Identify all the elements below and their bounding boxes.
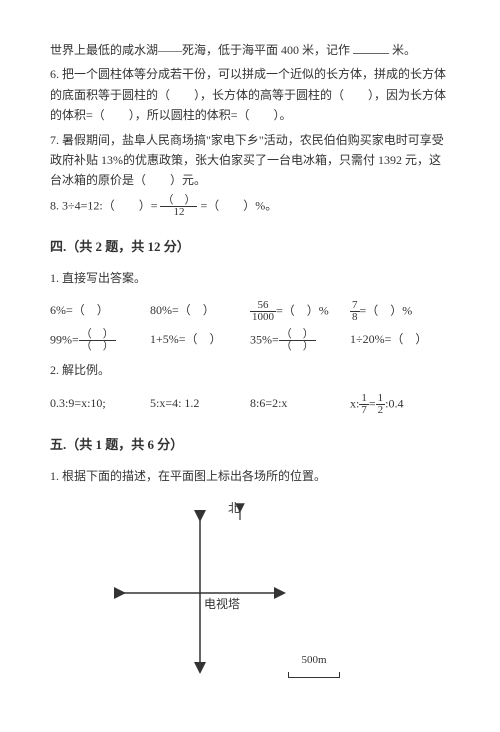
text: = bbox=[369, 396, 376, 410]
numerator: （ ） bbox=[160, 195, 197, 207]
question-8: 8. 3÷4=12:（ ）= （ ） 12 =（ ）%。 bbox=[50, 195, 450, 218]
cell: 35%= （ ） （ ） bbox=[250, 329, 350, 352]
denominator: 2 bbox=[376, 405, 386, 416]
numerator: 1 bbox=[359, 393, 369, 405]
text: :0.4 bbox=[385, 396, 403, 410]
fraction: （ ） （ ） bbox=[279, 329, 316, 352]
cell: 5:x=4: 1.2 bbox=[150, 393, 250, 416]
cell: 1÷20%=（ ） bbox=[350, 329, 450, 352]
numerator: 1 bbox=[376, 393, 386, 405]
denominator: 7 bbox=[359, 405, 369, 416]
intro-deadsea: 世界上最低的咸水湖——死海，低于海平面 400 米，记作 米。 bbox=[50, 40, 450, 60]
text: =（ ）% bbox=[276, 303, 329, 317]
sec4-q1: 1. 直接写出答案。 bbox=[50, 268, 450, 288]
cell: 8:6=2:x bbox=[250, 393, 350, 416]
text: 35%= bbox=[250, 332, 279, 346]
text: =（ ）%。 bbox=[200, 198, 277, 212]
scale-label: 500m bbox=[288, 651, 340, 670]
fraction: 1 7 bbox=[359, 393, 369, 416]
cell: 6%=（ ） bbox=[50, 300, 150, 323]
question-6: 6. 把一个圆柱体等分成若干份，可以拼成一个近似的长方体，拼成的长方体的底面积等… bbox=[50, 64, 450, 125]
calc-row-1: 6%=（ ） 80%=（ ） 56 1000 =（ ）% 7 8 =（ ）% bbox=[50, 300, 450, 323]
text: 99%= bbox=[50, 332, 79, 346]
map-diagram: 北 电视塔 500m bbox=[110, 498, 370, 698]
cell: 1+5%=（ ） bbox=[150, 329, 250, 352]
cell: 0.3:9=x:10; bbox=[50, 393, 150, 416]
fraction: 1 2 bbox=[376, 393, 386, 416]
scale-line bbox=[288, 672, 340, 678]
tower-label: 电视塔 bbox=[204, 594, 240, 614]
cell: 99%= （ ） （ ） bbox=[50, 329, 150, 352]
text: =（ ）% bbox=[360, 303, 413, 317]
text: 8. 3÷4=12:（ ）= bbox=[50, 198, 157, 212]
text: 世界上最低的咸水湖——死海，低于海平面 400 米，记作 bbox=[50, 43, 350, 57]
denominator: （ ） bbox=[279, 341, 316, 352]
denominator: 8 bbox=[350, 312, 360, 323]
cell: 80%=（ ） bbox=[150, 300, 250, 323]
denominator: 1000 bbox=[250, 312, 276, 323]
cell: 56 1000 =（ ）% bbox=[250, 300, 350, 323]
proportion-row: 0.3:9=x:10; 5:x=4: 1.2 8:6=2:x x: 1 7 = … bbox=[50, 393, 450, 416]
section-5-title: 五.（共 1 题，共 6 分） bbox=[50, 434, 450, 456]
cell: x: 1 7 = 1 2 :0.4 bbox=[350, 393, 450, 416]
fraction: （ ） （ ） bbox=[79, 329, 116, 352]
fraction: 7 8 bbox=[350, 300, 360, 323]
question-7: 7. 暑假期间，盐阜人民商场搞"家电下乡"活动，农民伯伯购买家电时可享受政府补贴… bbox=[50, 130, 450, 191]
sec5-q1: 1. 根据下面的描述，在平面图上标出各场所的位置。 bbox=[50, 466, 450, 486]
denominator: （ ） bbox=[79, 341, 116, 352]
text: x: bbox=[350, 396, 359, 410]
north-label: 北 bbox=[228, 498, 240, 518]
scale-bar: 500m bbox=[288, 651, 340, 678]
cell: 7 8 =（ ）% bbox=[350, 300, 450, 323]
sec4-q2: 2. 解比例。 bbox=[50, 360, 450, 380]
text: 米。 bbox=[392, 43, 416, 57]
section-4-title: 四.（共 2 题，共 12 分） bbox=[50, 236, 450, 258]
blank bbox=[353, 41, 389, 54]
denominator: 12 bbox=[160, 207, 197, 218]
fraction: 56 1000 bbox=[250, 300, 276, 323]
calc-row-2: 99%= （ ） （ ） 1+5%=（ ） 35%= （ ） （ ） 1÷20%… bbox=[50, 329, 450, 352]
fraction: （ ） 12 bbox=[160, 195, 197, 218]
